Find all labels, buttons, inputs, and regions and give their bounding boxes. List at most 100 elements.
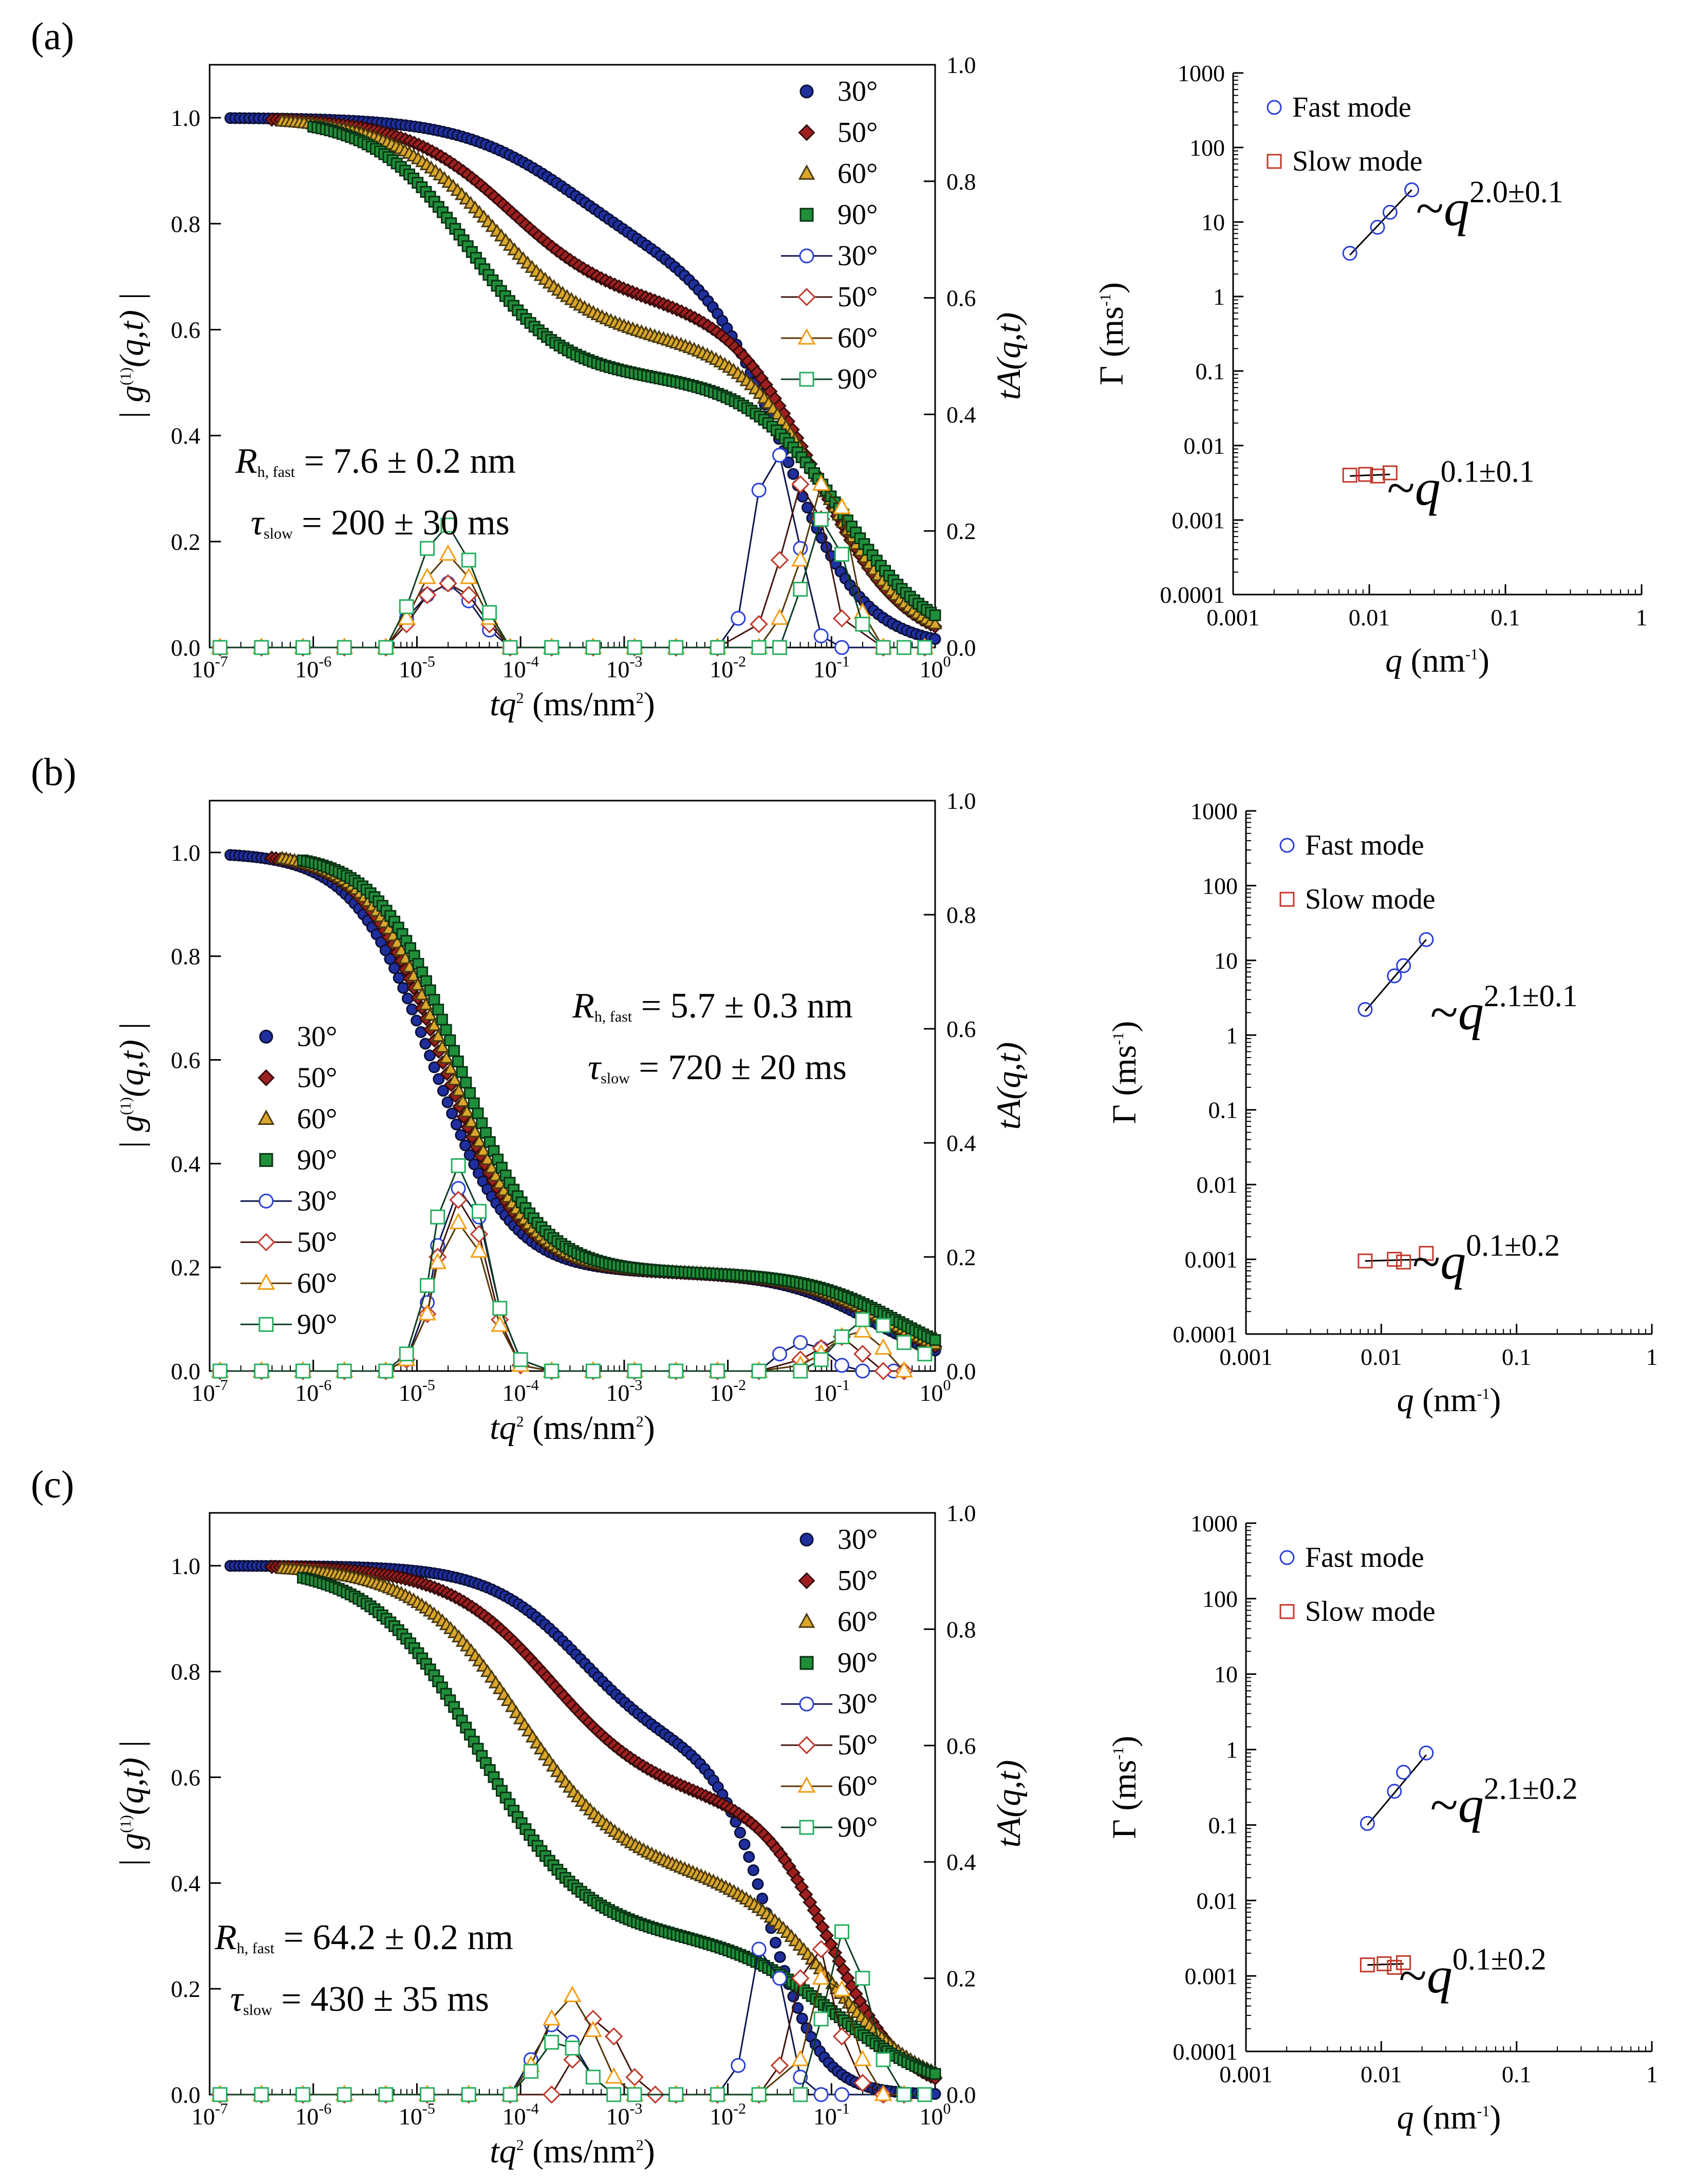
- legend-marker: [797, 288, 816, 306]
- legend-marker: [799, 1820, 814, 1835]
- x-tick-label: 10-2: [710, 1377, 746, 1406]
- legend-marker: [258, 1193, 274, 1209]
- ta-point: [337, 2087, 352, 2102]
- ta-point: [895, 1361, 913, 1378]
- y-left-tick-label: 0.8: [171, 211, 201, 237]
- ta-point: [254, 1363, 269, 1379]
- slow-mode-point: [1419, 1246, 1434, 1261]
- ta-point: [399, 599, 414, 615]
- y-tick-label: 0.0001: [1173, 1321, 1238, 1347]
- power-law-label: ~q0.1±0.1: [1387, 454, 1535, 516]
- legend-marker: [799, 1656, 814, 1670]
- ta-point: [451, 1158, 466, 1173]
- legend: Fast mode Slow mode: [1279, 1542, 1436, 1627]
- legend-label: 60°: [837, 158, 878, 190]
- fit-line: [1367, 1963, 1404, 1966]
- panel-label: (b): [31, 751, 77, 794]
- x-tick-label: 0.1: [1491, 604, 1520, 631]
- legend-marker: [798, 1572, 815, 1589]
- ta-point: [772, 1971, 787, 1986]
- x-tick-label: 1: [1646, 2061, 1658, 2087]
- y-tick-label: 0.001: [1185, 1247, 1238, 1273]
- ta-point: [418, 1304, 437, 1321]
- fast-mode-point: [1396, 958, 1411, 973]
- rate-series-0: [1360, 1745, 1434, 1831]
- y-tick-label: 0.01: [1197, 1172, 1238, 1198]
- ta-point: [605, 2067, 623, 2084]
- x-tick-label: 0.001: [1219, 2061, 1273, 2087]
- panel-label: (c): [31, 1463, 74, 1506]
- legend-marker: [797, 1736, 816, 1754]
- g1-point: [455, 1129, 467, 1141]
- legend-marker: [257, 1069, 275, 1086]
- x-tick-label: 10-5: [399, 2100, 435, 2130]
- g1-point: [468, 1124, 482, 1138]
- ta-point: [813, 512, 829, 527]
- ta-point: [606, 2087, 622, 2102]
- legend-label: 30°: [297, 1021, 337, 1052]
- ta-point: [420, 1278, 435, 1293]
- ta-point: [793, 1335, 808, 1350]
- power-law-label: ~q2.0±0.1: [1416, 175, 1563, 237]
- ta-point: [492, 1301, 508, 1316]
- x-tick-label: 10-3: [606, 653, 642, 682]
- x-axis-label: q (nm-1): [1397, 2099, 1501, 2136]
- ta-point: [337, 640, 352, 655]
- fast-mode-point: [1419, 932, 1434, 947]
- ta-point: [731, 610, 746, 626]
- ta-point: [470, 1241, 488, 1258]
- legend-marker: [799, 1696, 814, 1712]
- ta-point: [449, 1191, 468, 1209]
- x-tick-label: 10-1: [813, 653, 850, 682]
- g1-point: [787, 468, 799, 480]
- g1-point: [783, 456, 795, 469]
- g1-point: [439, 1050, 454, 1064]
- legend-label: 50°: [837, 1565, 878, 1597]
- ta-point: [461, 2087, 476, 2102]
- g1-point: [389, 935, 405, 949]
- y-right-tick-label: 0.8: [946, 169, 976, 195]
- y-left-tick-label: 0.0: [171, 635, 201, 661]
- ta-point: [399, 1346, 414, 1362]
- x-tick-label: 10-4: [502, 653, 539, 682]
- g1-series-3: [297, 854, 941, 1346]
- legend-label: 60°: [297, 1103, 337, 1135]
- g1-point: [451, 1083, 466, 1097]
- legend-marker: [259, 1153, 273, 1167]
- g1-point: [443, 1061, 458, 1075]
- ta-point: [513, 1352, 528, 1367]
- g1-point: [440, 1024, 452, 1036]
- rate-panel-0: 0.001 0.01 0.1 10.00010.0010.010.1110100100…: [1093, 60, 1648, 679]
- ta-point: [584, 2021, 602, 2038]
- ta-point: [731, 2058, 746, 2073]
- legend-label: 90°: [837, 363, 878, 395]
- y-left-axis-label: | g(1)(q,t) |: [113, 1022, 151, 1150]
- annotation-text: τslow = 430 ± 35 ms: [230, 1979, 489, 2019]
- legend-label: 50°: [837, 117, 878, 149]
- ta-point: [295, 640, 311, 655]
- y-tick-label: 0.001: [1185, 1963, 1238, 1989]
- ta-point: [459, 567, 478, 584]
- y-right-tick-label: 0.2: [946, 1244, 976, 1270]
- ta-point: [604, 2027, 623, 2046]
- ta-point: [420, 541, 435, 556]
- ta-point: [876, 2052, 891, 2067]
- y-left-tick-label: 0.6: [171, 1765, 201, 1791]
- ta-point: [397, 608, 416, 625]
- y-tick-label: 0.0001: [1173, 2039, 1238, 2065]
- legend-marker: [798, 164, 815, 180]
- x-tick-label: 0.1: [1502, 1344, 1532, 1370]
- ta-point: [439, 544, 457, 561]
- legend-marker: [257, 1273, 275, 1290]
- ta-point: [812, 1940, 830, 1958]
- g1-point: [419, 1038, 432, 1050]
- ta-point: [813, 2087, 829, 2102]
- legend-marker: [797, 328, 816, 345]
- y-right-tick-label: 0.2: [946, 518, 976, 544]
- fit-line: [1367, 1754, 1427, 1826]
- ta-point: [378, 2087, 394, 2102]
- correlation-panel-0: (a)10-7 10-6 10-5 10-4 10-3 10-2 10-1 1000.00.2…: [31, 15, 1028, 723]
- g1-point: [459, 1104, 474, 1118]
- g1-point: [752, 1878, 764, 1890]
